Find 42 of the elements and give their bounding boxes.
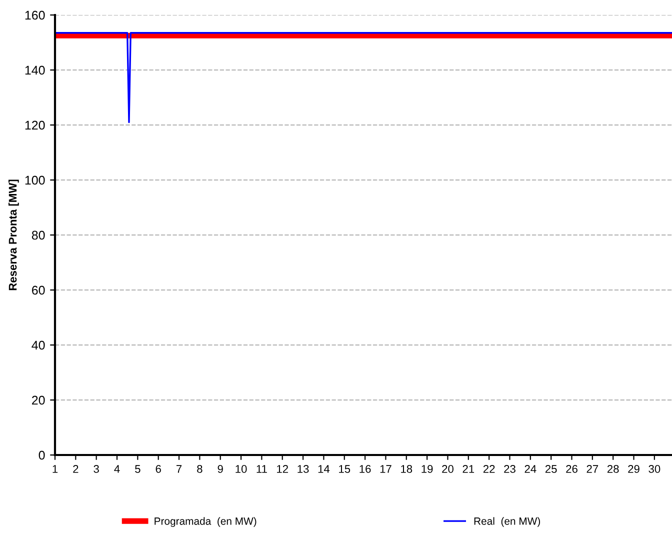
x-tick-label: 16 (360, 465, 371, 473)
x-tick-label: 4 (114, 465, 120, 473)
x-tick-label: 8 (197, 465, 202, 473)
x-tick-label: 21 (462, 465, 474, 473)
x-tick-label: 3 (94, 465, 99, 473)
x-tick-label: 11 (256, 465, 267, 473)
x-tick-label: 6 (156, 465, 161, 473)
x-tick-label: 26 (566, 465, 578, 473)
x-tick-label: 20 (442, 465, 454, 473)
x-tick-label: 5 (135, 465, 140, 473)
x-tick-label: 9 (218, 465, 223, 473)
y-tick-label: 160 (25, 10, 45, 20)
x-tick-label: 18 (401, 465, 412, 473)
y-tick-label: 40 (32, 340, 45, 350)
x-tick-label: 7 (176, 465, 182, 473)
y-tick-label: 0 (38, 450, 45, 460)
y-tick-label: 20 (32, 396, 45, 405)
x-tick-label: 12 (277, 465, 288, 473)
x-tick-label: 13 (298, 465, 309, 473)
x-tick-label: 25 (545, 465, 557, 473)
x-tick-label: 29 (628, 465, 640, 473)
x-tick-label: 15 (339, 465, 350, 473)
x-tick-label: 23 (504, 465, 516, 473)
y-tick-label: 60 (32, 286, 45, 295)
x-tick-label: 27 (586, 465, 598, 473)
y-axis-title: Reserva Pronta [MW] (8, 180, 19, 290)
y-tick-label: 100 (25, 176, 45, 185)
legend-label: Real (en MW) (474, 517, 540, 527)
legend-label: Programada (en MW) (154, 517, 256, 527)
x-tick-label: 22 (483, 465, 495, 473)
x-tick-label: 28 (607, 465, 619, 473)
x-tick-label: 24 (524, 465, 536, 473)
y-tick-label: 80 (32, 230, 45, 240)
y-tick-label: 140 (25, 66, 45, 75)
x-tick-label: 1 (52, 465, 58, 473)
x-tick-label: 30 (648, 465, 660, 473)
x-tick-label: 14 (318, 465, 330, 473)
x-tick-label: 17 (380, 465, 392, 473)
x-tick-label: 19 (422, 465, 433, 473)
x-tick-label: 10 (236, 465, 247, 473)
x-tick-label: 2 (73, 465, 78, 473)
y-tick-label: 120 (25, 120, 45, 130)
